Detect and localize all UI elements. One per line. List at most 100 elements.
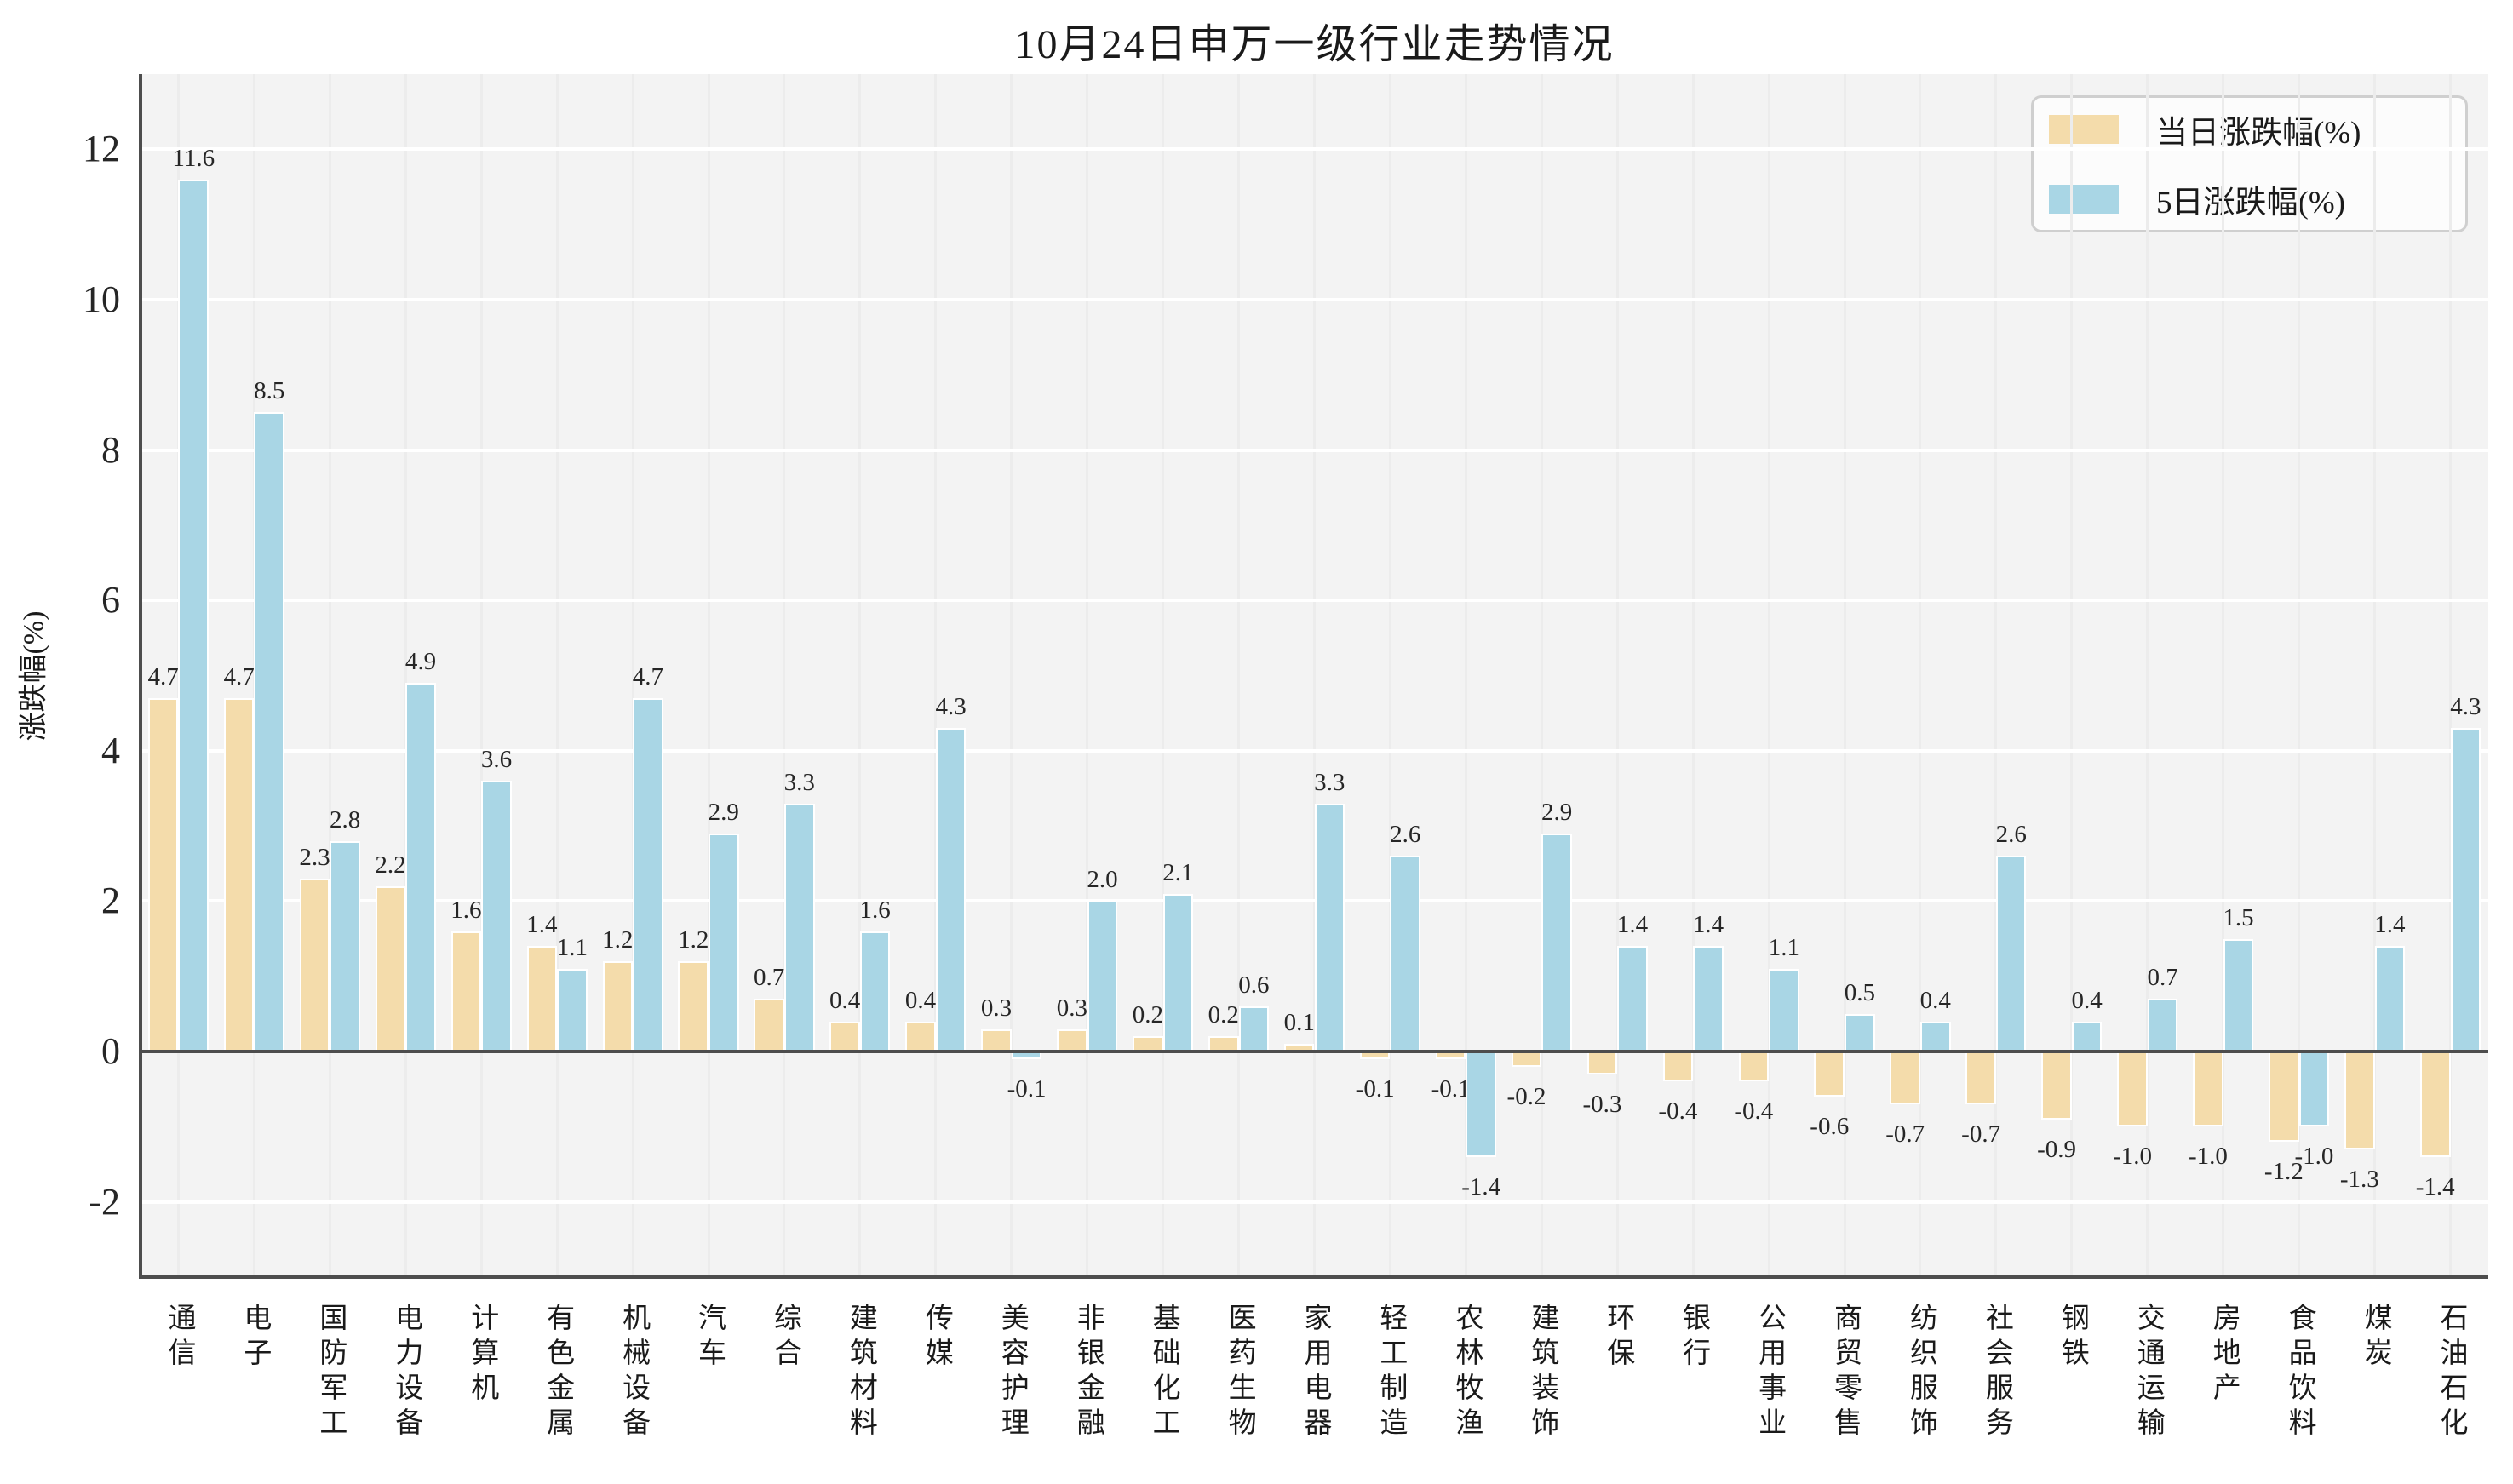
x-tick-label: 机械设备 [617,1303,649,1442]
x-tick-label: 医药生物 [1224,1303,1255,1442]
x-tick-label: 国防军工 [314,1303,346,1442]
x-tick-label: 通信 [163,1303,194,1372]
v-gridline [328,74,331,1277]
bar-5day [1845,1013,1875,1052]
v-gridline [2070,74,2074,1277]
x-tick-label: 电子 [238,1303,270,1372]
x-tick-label: 建筑装饰 [1526,1303,1558,1442]
value-label-daily: 1.2 [678,926,709,954]
bar-5day [2450,728,2481,1052]
value-label-daily: 2.3 [299,843,330,871]
value-label-daily: -1.4 [2415,1172,2455,1200]
bar-5day [2071,1021,2103,1052]
x-tick-label: 纺织服饰 [1905,1303,1936,1442]
x-tick-label: 交通运输 [2132,1303,2164,1442]
legend-item-daily: 当日涨跌幅(%) [2049,106,2465,152]
v-gridline [934,74,938,1277]
x-tick-label: 公用事业 [1753,1303,1785,1442]
x-tick-label: 计算机 [466,1303,497,1407]
legend-label-5day: 5日涨跌幅(%) [2156,185,2345,221]
v-gridline [1919,74,1922,1277]
x-tick-label: 基础化工 [1148,1303,1179,1442]
value-label-5day: 2.1 [1162,858,1194,886]
value-label-5day: 4.9 [404,648,437,676]
value-label-5day: 4.3 [2450,693,2481,721]
v-gridline [2373,74,2377,1277]
value-label-daily: -1.2 [2263,1158,2304,1186]
x-tick-label: 轻工制造 [1374,1303,1406,1442]
y-tick-label: 10 [83,278,120,320]
x-tick-label: 美容护理 [996,1303,1028,1442]
v-gridline [1464,74,1467,1277]
value-label-daily: 1.2 [602,926,634,954]
x-tick-label: 电力设备 [390,1303,422,1442]
v-gridline [1691,74,1695,1277]
bar-5day [481,781,512,1052]
value-label-daily: -0.1 [1355,1074,1395,1103]
value-label-daily: 0.4 [904,986,937,1014]
bar-5day [859,931,891,1052]
bar-daily [2419,1051,2451,1157]
value-label-5day: 0.4 [2071,986,2103,1014]
value-label-daily: 0.3 [980,994,1013,1022]
bar-daily [981,1028,1012,1052]
value-label-5day: 0.4 [1919,986,1951,1014]
y-axis-title: 涨跌幅(%) [18,610,50,742]
bar-5day [1087,901,1118,1052]
v-gridline [1086,74,1089,1277]
bar-5day [1466,1051,1496,1157]
x-tick-label: 农林牧渔 [1450,1303,1482,1442]
value-label-5day: -1.0 [2294,1143,2334,1171]
value-label-daily: 0.3 [1056,994,1088,1022]
y-tick-label: 6 [101,579,120,622]
bar-5day [2223,938,2254,1052]
value-label-5day: 3.3 [783,768,815,796]
bar-daily [147,697,179,1052]
x-tick-label: 商贸零售 [1829,1303,1861,1442]
y-tick-label: 4 [101,729,120,771]
bar-daily [905,1021,936,1052]
v-gridline [555,74,559,1277]
x-tick-label: 环保 [1602,1303,1633,1372]
y-tick-label: -2 [89,1180,120,1223]
value-label-5day: 0.7 [2147,964,2178,992]
zero-line [141,1050,2488,1054]
value-label-daily: -1.3 [2339,1165,2379,1193]
v-gridline [1010,74,1013,1277]
v-gridline [783,74,786,1277]
value-label-5day: 1.1 [556,933,588,961]
x-tick-label: 非银金融 [1072,1303,1104,1442]
value-label-5day: 2.9 [1541,798,1573,826]
bar-5day [709,833,739,1052]
bar-daily [526,946,558,1052]
y-tick-label: 2 [101,880,120,922]
bar-5day [405,683,436,1052]
y-tick-label: 8 [101,428,120,471]
bar-5day [178,179,209,1052]
value-label-daily: 0.2 [1132,1001,1163,1029]
value-label-daily: -0.4 [1658,1097,1698,1126]
value-label-5day: 0.5 [1844,978,1875,1006]
bar-5day [1238,1006,1270,1052]
bar-daily [602,961,634,1052]
bar-daily [754,999,784,1052]
value-label-daily: 1.6 [450,896,482,924]
h-gridline [141,748,2488,753]
x-axis-spine [139,1275,2488,1279]
bar-5day [1919,1021,1951,1052]
bar-5day [1617,946,1648,1052]
chart-title: 10月24日申万一级行业走势情况 [1014,22,1615,67]
value-label-5day: 8.5 [254,377,285,405]
h-gridline [141,297,2488,301]
bar-daily [1662,1051,1694,1082]
value-label-5day: 4.3 [935,693,967,721]
value-label-daily: 0.4 [829,986,861,1014]
legend-swatch-5day [2049,184,2119,214]
bar-daily [1890,1051,1920,1104]
value-label-daily: 2.2 [375,851,406,879]
x-tick-label: 石油石化 [2436,1303,2467,1442]
value-label-5day: 2.9 [708,798,739,826]
bar-daily [299,878,330,1052]
v-gridline [2298,74,2301,1277]
bar-5day [1693,946,1724,1052]
